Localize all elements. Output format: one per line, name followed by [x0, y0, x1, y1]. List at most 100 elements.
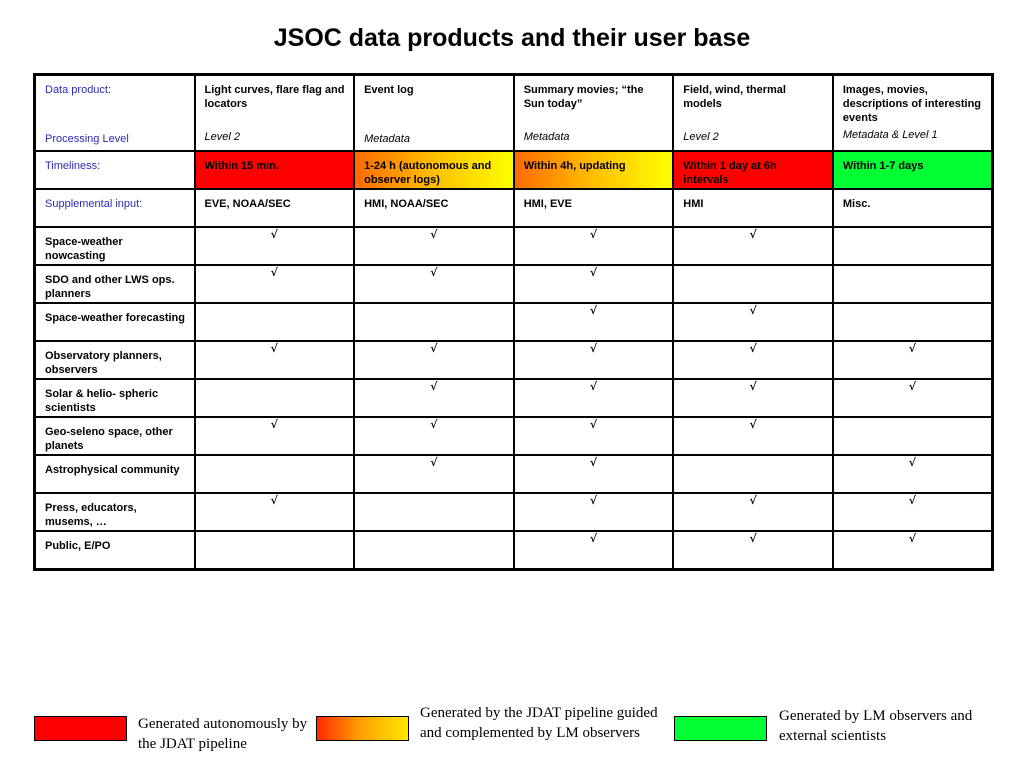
check-mark-icon: √ — [430, 380, 438, 393]
audience-label-cell: Observatory planners, observers — [33, 340, 196, 380]
check-mark-icon: √ — [589, 532, 598, 545]
audience-row: Space-weather forecasting √ √ — [33, 302, 994, 342]
check-mark-icon: √ — [589, 380, 598, 393]
product-name: Field, wind, thermal models — [683, 84, 786, 110]
audience-label-cell: Space-weather nowcasting — [33, 226, 196, 266]
check-mark-icon: √ — [270, 228, 278, 241]
check-mark-icon: √ — [270, 418, 278, 431]
check-mark-cell: √ — [353, 340, 515, 380]
data-product-label: Data product: — [45, 84, 112, 96]
supplemental-cell: EVE, NOAA/SEC — [193, 188, 356, 228]
empty-cell — [831, 302, 994, 342]
check-mark-icon: √ — [270, 494, 278, 507]
legend-swatch-autonomous — [34, 716, 127, 741]
check-mark-icon: √ — [589, 342, 598, 355]
check-mark-icon: √ — [749, 494, 757, 507]
check-mark-cell: √ — [353, 378, 515, 418]
check-mark-cell: √ — [353, 264, 515, 304]
check-mark-cell: √ — [353, 226, 515, 266]
product-level: Metadata & Level 1 — [842, 129, 938, 141]
header-row: Data product: Processing Level Light cur… — [33, 73, 994, 152]
check-mark-icon: √ — [749, 532, 757, 545]
audience-label-cell: Public, E/PO — [33, 530, 196, 571]
audience-name: Space-weather forecasting — [45, 312, 185, 324]
empty-cell — [353, 302, 515, 342]
audience-row: Observatory planners, observers √ √ √ √ √ — [33, 340, 994, 380]
supplemental-value: HMI — [683, 198, 704, 210]
empty-cell — [353, 530, 515, 571]
product-name: Light curves, flare flag and locators — [204, 84, 345, 110]
audience-label-cell: Solar & helio- spheric scientists — [33, 378, 196, 418]
check-mark-cell: √ — [672, 302, 834, 342]
audience-label-cell: Geo-seleno space, other planets — [33, 416, 196, 456]
supplemental-cell: Misc. — [831, 188, 994, 228]
audience-label-cell: Space-weather forecasting — [33, 302, 196, 342]
supplemental-label-cell: Supplemental input: — [33, 188, 196, 228]
check-mark-icon: √ — [589, 304, 598, 317]
legend-swatch-guided — [316, 716, 409, 741]
check-mark-icon: √ — [749, 228, 757, 241]
check-mark-cell: √ — [193, 264, 356, 304]
check-mark-icon: √ — [908, 532, 917, 545]
empty-cell — [193, 454, 356, 494]
check-mark-cell: √ — [672, 492, 834, 532]
product-level: Level 2 — [683, 131, 719, 143]
empty-cell — [353, 492, 515, 532]
check-mark-cell: √ — [512, 340, 675, 380]
check-mark-cell: √ — [193, 340, 356, 380]
audience-row: Public, E/PO √ √ √ — [33, 530, 994, 571]
check-mark-cell: √ — [193, 492, 356, 532]
audience-row: Geo-seleno space, other planets √ √ √ √ — [33, 416, 994, 456]
timeliness-cell: Within 4h, updating — [512, 150, 675, 190]
timeliness-value: Within 4h, updating — [523, 160, 626, 172]
check-mark-icon: √ — [430, 418, 438, 431]
check-mark-cell: √ — [672, 378, 834, 418]
check-mark-cell: √ — [193, 226, 356, 266]
check-mark-icon: √ — [908, 342, 917, 355]
supplemental-value: Misc. — [842, 198, 871, 210]
audience-name: Astrophysical community — [45, 464, 180, 476]
audience-label-cell: Press, educators, musems, … — [33, 492, 196, 532]
supplemental-value: HMI, EVE — [523, 198, 572, 210]
check-mark-icon: √ — [589, 418, 598, 431]
check-mark-cell: √ — [512, 416, 675, 456]
timeliness-row: Timeliness: Within 15 min. 1-24 h (auton… — [33, 150, 994, 190]
check-mark-cell: √ — [353, 454, 515, 494]
check-mark-cell: √ — [193, 416, 356, 456]
timeliness-value: Within 1 day at 6h intervals — [683, 160, 777, 186]
check-mark-icon: √ — [430, 228, 438, 241]
audience-name: Public, E/PO — [45, 540, 111, 552]
supplemental-cell: HMI, EVE — [512, 188, 675, 228]
product-level: Metadata — [364, 133, 410, 145]
timeliness-cell: Within 15 min. — [193, 150, 356, 190]
timeliness-label: Timeliness: — [45, 160, 101, 172]
check-mark-icon: √ — [270, 342, 278, 355]
check-mark-icon: √ — [430, 266, 438, 279]
page-title: JSOC data products and their user base — [273, 24, 751, 52]
timeliness-cell: Within 1 day at 6h intervals — [672, 150, 834, 190]
check-mark-cell: √ — [831, 530, 994, 571]
check-mark-icon: √ — [589, 228, 598, 241]
empty-cell — [831, 264, 994, 304]
supplemental-value: HMI, NOAA/SEC — [364, 198, 449, 210]
product-level: Level 2 — [204, 131, 240, 143]
check-mark-cell: √ — [353, 416, 515, 456]
product-cell-field-models: Field, wind, thermal models Level 2 — [672, 73, 834, 152]
audience-name: SDO and other LWS ops. planners — [45, 274, 175, 300]
legend-swatch-observers — [674, 716, 767, 741]
empty-cell — [831, 416, 994, 456]
audience-name: Observatory planners, observers — [45, 350, 162, 376]
empty-cell — [193, 530, 356, 571]
audience-name: Geo-seleno space, other planets — [45, 426, 173, 452]
check-mark-icon: √ — [589, 456, 598, 469]
supplemental-value: EVE, NOAA/SEC — [204, 198, 291, 210]
product-level: Metadata — [523, 131, 570, 143]
data-products-table: Data product: Processing Level Light cur… — [33, 73, 994, 571]
audience-row: Solar & helio- spheric scientists √ √ √ √ — [33, 378, 994, 418]
check-mark-icon: √ — [749, 304, 757, 317]
audience-name: Solar & helio- spheric scientists — [45, 388, 159, 414]
check-mark-icon: √ — [908, 494, 917, 507]
empty-cell — [193, 378, 356, 418]
check-mark-cell: √ — [672, 226, 834, 266]
check-mark-icon: √ — [908, 456, 917, 469]
